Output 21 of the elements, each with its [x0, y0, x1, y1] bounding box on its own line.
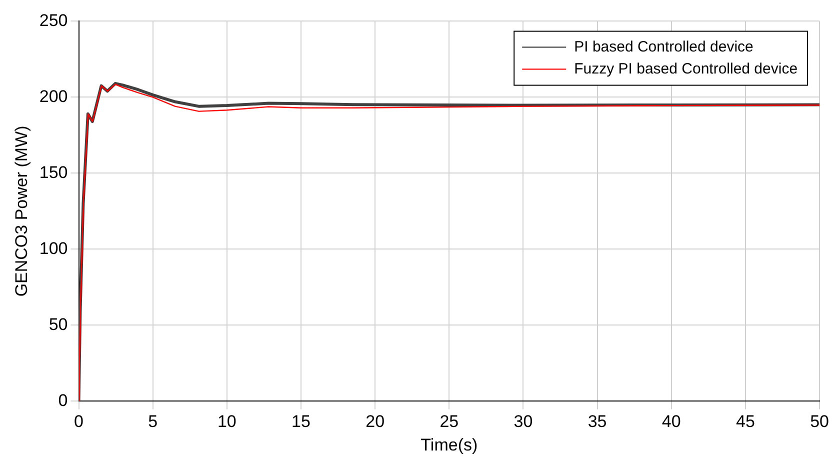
x-tick-label: 10 — [217, 412, 236, 432]
x-tick-label: 45 — [736, 412, 755, 432]
legend-label: Fuzzy PI based Controlled device — [574, 60, 798, 78]
x-tick-label: 25 — [440, 412, 459, 432]
y-tick-label: 100 — [39, 238, 68, 258]
x-tick-label: 15 — [292, 412, 310, 432]
y-tick-label: 150 — [39, 162, 68, 182]
y-tick-label: 250 — [39, 10, 68, 30]
x-tick-label: 50 — [810, 412, 830, 432]
y-tick-label: 200 — [39, 86, 68, 106]
y-tick-label: 50 — [48, 314, 68, 334]
legend-label: PI based Controlled device — [574, 38, 754, 56]
x-tick-label: 35 — [588, 412, 607, 432]
x-tick-label: 0 — [74, 412, 84, 432]
x-tick-label: 30 — [514, 412, 533, 432]
x-tick-label: 20 — [366, 412, 385, 432]
y-tick-label: 0 — [58, 390, 68, 410]
x-tick-label: 5 — [148, 412, 158, 432]
x-axis-title: Time(s) — [420, 435, 478, 454]
x-tick-label: 40 — [662, 412, 681, 432]
y-axis-title: GENCO3 Power (MW) — [12, 126, 31, 297]
